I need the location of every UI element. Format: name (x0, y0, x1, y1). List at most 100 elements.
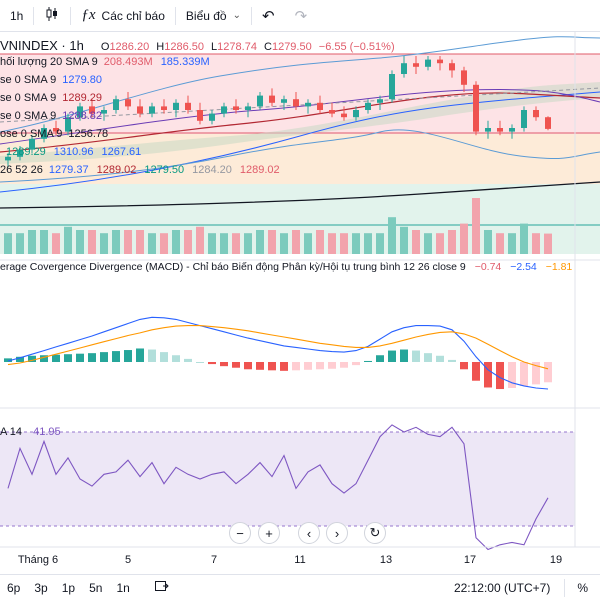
top-toolbar: 1h ƒx Các chỉ báo Biểu đồ ⌄ ↶ ↷ (0, 0, 600, 32)
candle-body (425, 59, 431, 67)
legend-row-value: 1279.37 (48, 164, 89, 176)
legend-row-value: 1279.50 (144, 164, 185, 176)
legend-row[interactable]: se 0 SMA 9 1279.80 (0, 74, 288, 92)
interval-label: 1h (10, 8, 24, 23)
volume-bar (244, 233, 252, 254)
rsi-label[interactable]: A 14 (0, 426, 23, 438)
volume-bar (64, 226, 72, 254)
macd-signal-line (7, 325, 549, 370)
volume-bar (364, 233, 372, 254)
rsi-band (0, 432, 575, 526)
volume-bar (268, 230, 276, 254)
macd-histogram-bar (184, 358, 192, 362)
volume-bar (172, 230, 180, 254)
reset-chart-button[interactable]: ↻ (364, 522, 386, 544)
legend-row-label: ose 0 SMA 9 (0, 128, 63, 140)
candle-body (77, 106, 83, 118)
candle-body (89, 106, 95, 114)
candle-body (269, 95, 275, 103)
date-range-icon[interactable] (154, 580, 169, 595)
macd-title[interactable]: erage Covergence Divergence (MACD) - Chỉ… (0, 261, 466, 273)
indicators-button[interactable]: ƒx Các chỉ báo (71, 0, 175, 32)
candle-body (497, 128, 503, 132)
volume-bar (196, 226, 204, 254)
volume-bar (160, 233, 168, 254)
candle-body (545, 117, 551, 129)
macd-histogram-bar (76, 353, 84, 362)
percent-scale-toggle[interactable]: % (577, 580, 588, 595)
legend-row[interactable]: hối lượng 20 SMA 9 208.493M 185.339M (0, 56, 288, 74)
range-6p[interactable]: 6p (7, 580, 21, 595)
volume-bar (508, 233, 516, 254)
range-5n[interactable]: 5n (89, 580, 103, 595)
symbol-name[interactable]: VNINDEX · 1h (0, 38, 84, 53)
volume-bar (208, 233, 216, 254)
macd-histogram-bar (388, 350, 396, 362)
legend-row[interactable]: 26 52 26 1279.37 1289.02 1279.50 1284.20 1289… (0, 164, 288, 182)
range-1p[interactable]: 1p (61, 580, 76, 595)
macd-histogram-bar (280, 362, 288, 371)
legend-row-value: 1289.29 (62, 92, 103, 104)
ohlc-change: −6.55 (−0.51%) (318, 41, 395, 53)
legend-row[interactable]: se 0 SMA 9 1289.29 (0, 92, 288, 110)
volume-bar (388, 217, 396, 254)
legend-row[interactable]: ose 0 SMA 9 1256.78 (0, 128, 288, 146)
macd-histogram-bar (160, 352, 168, 362)
chart-area[interactable]: Tháng 6 5 7 11 13 17 19 (0, 32, 600, 574)
legend-row[interactable]: 1289.29 1310.96 1267.61 (0, 146, 288, 164)
interval-button[interactable]: 1h (0, 0, 33, 32)
macd-histogram-bar (64, 354, 72, 362)
scroll-left-button[interactable]: ‹ (298, 522, 320, 544)
x-axis-tick-label: 17 (464, 554, 476, 566)
ohlc-low-label: L (211, 41, 218, 53)
volume-bar (280, 233, 288, 254)
range-3p[interactable]: 3p (34, 580, 48, 595)
bottom-bar: 6p 3p 1p 5n 1n 22:12:00 (UTC+7) % (0, 574, 600, 600)
scroll-right-button[interactable]: › (326, 522, 348, 544)
macd-histogram-bar (232, 362, 240, 368)
legend-row-label: se 0 SMA 9 (0, 74, 57, 86)
candle-body (293, 99, 299, 107)
candle-body (161, 106, 167, 110)
volume-bar (436, 233, 444, 254)
macd-histogram-bar (172, 355, 180, 362)
macd-histogram-bar (40, 355, 48, 362)
legend-row-value: 1284.20 (192, 164, 232, 176)
clock-time[interactable]: 22:12:00 (UTC+7) (453, 580, 551, 595)
volume-bar (424, 233, 432, 254)
candle-body (137, 106, 143, 114)
candle-body (437, 59, 443, 64)
undo-button[interactable]: ↶ (252, 0, 285, 32)
volume-bar (220, 233, 228, 254)
volume-bar (448, 230, 456, 254)
candle-body (257, 95, 263, 107)
candle-body (233, 106, 239, 110)
candle-body (377, 99, 383, 103)
chevron-left-icon: ‹ (306, 525, 312, 541)
macd-histogram-bar (28, 355, 36, 362)
x-axis-tick-label: Tháng 6 (18, 554, 58, 566)
x-axis-tick-label: 5 (125, 554, 131, 566)
legend-row-value: 1267.61 (101, 146, 142, 158)
volume-bar (16, 233, 24, 254)
zoom-out-button[interactable]: − (229, 522, 251, 544)
rsi-legend: A 14 41.95 (0, 426, 61, 438)
legend-row-value: 1289.29 (6, 146, 46, 158)
macd-histogram-bar (292, 362, 300, 371)
redo-button[interactable]: ↷ (285, 0, 318, 32)
chart-type-button[interactable]: Biểu đồ ⌄ (176, 0, 251, 32)
sma-long-black-line (0, 181, 600, 209)
range-1n[interactable]: 1n (116, 580, 130, 595)
ohlc-low: 1278.74 (217, 41, 257, 53)
candle-body (449, 63, 455, 71)
macd-histogram-bar (268, 362, 276, 371)
candle-type-button[interactable] (34, 0, 70, 32)
support-zone (0, 134, 600, 184)
zoom-in-button[interactable]: + (258, 522, 280, 544)
legend-row[interactable]: se 0 SMA 9 1288.82 (0, 110, 288, 128)
macd-histogram-bar (220, 362, 228, 367)
volume-bar (124, 230, 132, 254)
candle-body (461, 70, 467, 85)
macd-value: −0.74 (474, 261, 502, 273)
volume-bar (484, 230, 492, 254)
